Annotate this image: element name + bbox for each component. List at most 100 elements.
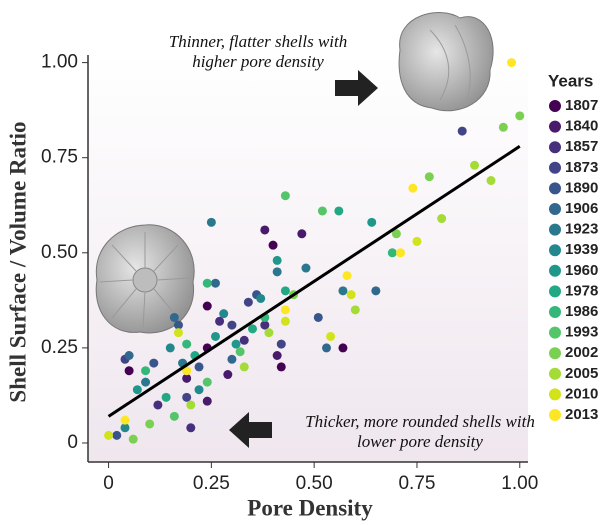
legend-label: 1906 bbox=[565, 200, 598, 217]
point bbox=[322, 343, 331, 352]
point bbox=[273, 267, 282, 276]
point bbox=[211, 332, 220, 341]
legend-swatch bbox=[549, 121, 561, 133]
shell-image bbox=[399, 13, 493, 111]
point bbox=[264, 328, 273, 337]
point bbox=[104, 431, 113, 440]
point bbox=[273, 256, 282, 265]
point bbox=[211, 279, 220, 288]
x-tick-label: 0.50 bbox=[296, 473, 333, 494]
x-tick-label: 0 bbox=[103, 473, 114, 494]
legend-label: 1840 bbox=[565, 118, 598, 135]
point bbox=[334, 206, 343, 215]
annotation: Thicker, more rounded shells with bbox=[305, 412, 535, 431]
point bbox=[412, 237, 421, 246]
legend-label: 2013 bbox=[565, 406, 598, 423]
point bbox=[133, 385, 142, 394]
point bbox=[227, 321, 236, 330]
point bbox=[351, 305, 360, 314]
point bbox=[215, 317, 224, 326]
point bbox=[203, 302, 212, 311]
point bbox=[182, 393, 191, 402]
legend-swatch bbox=[549, 224, 561, 236]
annotation: Thinner, flatter shells with bbox=[169, 32, 348, 51]
point bbox=[318, 206, 327, 215]
point bbox=[166, 343, 175, 352]
point bbox=[186, 423, 195, 432]
legend-swatch bbox=[549, 409, 561, 421]
point bbox=[408, 184, 417, 193]
point bbox=[396, 248, 405, 257]
legend-label: 1993 bbox=[565, 324, 598, 341]
point bbox=[219, 309, 228, 318]
point bbox=[277, 340, 286, 349]
legend-swatch bbox=[549, 182, 561, 194]
legend-label: 2002 bbox=[565, 344, 598, 361]
legend-label: 2010 bbox=[565, 385, 598, 402]
point bbox=[338, 286, 347, 295]
point bbox=[260, 225, 269, 234]
point bbox=[121, 416, 130, 425]
point bbox=[153, 400, 162, 409]
point bbox=[326, 332, 335, 341]
point bbox=[227, 355, 236, 364]
legend-swatch bbox=[549, 203, 561, 215]
legend-swatch bbox=[549, 327, 561, 339]
legend-swatch bbox=[549, 141, 561, 153]
point bbox=[507, 58, 516, 67]
point bbox=[125, 351, 134, 360]
point bbox=[162, 393, 171, 402]
chart: Thinner, flatter shells with higher pore… bbox=[0, 0, 613, 525]
legend-label: 1939 bbox=[565, 241, 598, 258]
y-tick-label: 0.50 bbox=[41, 242, 78, 263]
legend-swatch bbox=[549, 244, 561, 256]
point bbox=[170, 313, 179, 322]
point bbox=[515, 111, 524, 120]
legend-label: 2005 bbox=[565, 365, 598, 382]
point bbox=[437, 214, 446, 223]
point bbox=[367, 218, 376, 227]
point bbox=[388, 248, 397, 257]
point bbox=[203, 279, 212, 288]
point bbox=[141, 366, 150, 375]
legend-swatch bbox=[549, 285, 561, 297]
point bbox=[174, 328, 183, 337]
point bbox=[425, 172, 434, 181]
legend-swatch bbox=[549, 100, 561, 112]
x-tick-label: 1.00 bbox=[501, 473, 538, 494]
point bbox=[195, 385, 204, 394]
point bbox=[256, 294, 265, 303]
shell-image bbox=[96, 225, 194, 333]
point bbox=[281, 191, 290, 200]
point bbox=[269, 241, 278, 250]
point bbox=[281, 286, 290, 295]
point bbox=[248, 324, 257, 333]
point bbox=[240, 362, 249, 371]
point bbox=[236, 347, 245, 356]
point bbox=[182, 340, 191, 349]
point bbox=[244, 298, 253, 307]
legend-label: 1857 bbox=[565, 138, 598, 155]
point bbox=[281, 317, 290, 326]
point bbox=[470, 161, 479, 170]
point bbox=[125, 366, 134, 375]
y-tick-label: 0.75 bbox=[41, 147, 78, 168]
y-axis-title: Shell Surface / Volume Ratio bbox=[5, 121, 30, 402]
x-axis-title: Pore Density bbox=[247, 495, 373, 520]
point bbox=[145, 419, 154, 428]
x-tick-label: 0.25 bbox=[193, 473, 230, 494]
point bbox=[371, 286, 380, 295]
legend-swatch bbox=[549, 388, 561, 400]
legend-swatch bbox=[549, 347, 561, 359]
point bbox=[486, 176, 495, 185]
point bbox=[458, 127, 467, 136]
point bbox=[112, 431, 121, 440]
point bbox=[203, 397, 212, 406]
annotation: higher pore density bbox=[192, 52, 324, 71]
legend-label: 1960 bbox=[565, 262, 598, 279]
legend-label: 1978 bbox=[565, 282, 598, 299]
point bbox=[240, 336, 249, 345]
legend-title: Years bbox=[548, 71, 593, 90]
page: Thinner, flatter shells with higher pore… bbox=[0, 0, 613, 525]
legend-label: 1923 bbox=[565, 221, 598, 238]
